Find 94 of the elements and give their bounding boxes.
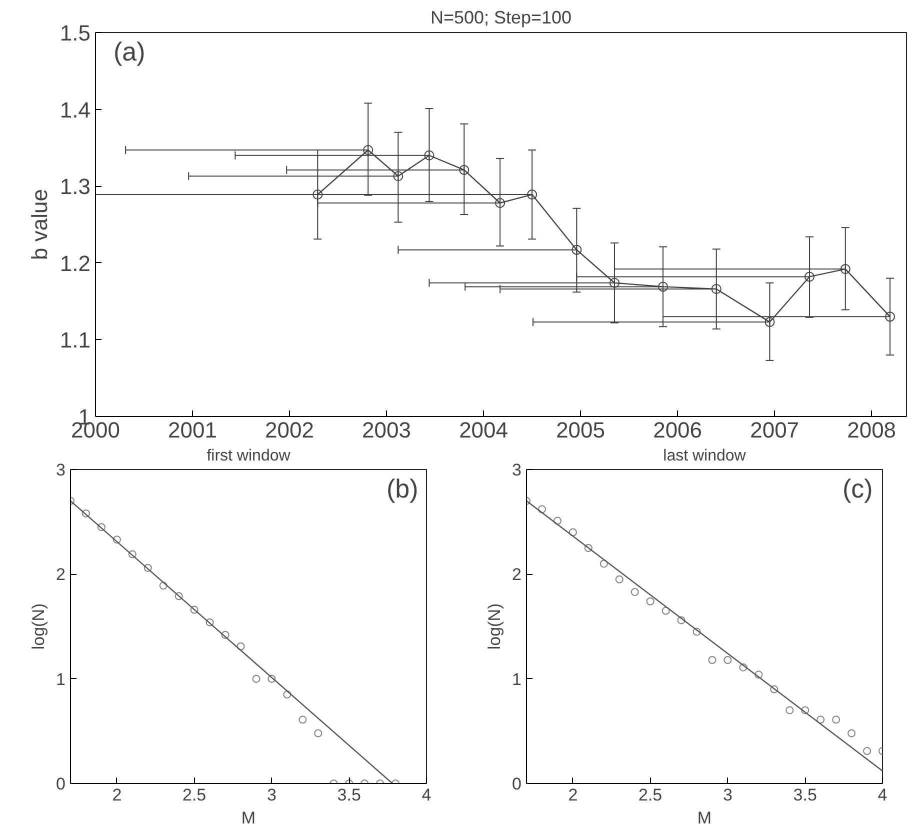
y-axis-title: log(N) [29,603,48,650]
point [658,282,668,292]
point [144,564,152,572]
point [112,536,121,544]
y-tick-label: 2 [512,565,522,584]
point [646,597,654,606]
point [252,674,260,683]
y-tick-label: 1 [56,670,66,689]
point [630,588,639,596]
point [692,628,701,636]
point [724,656,732,664]
point [804,272,814,282]
point [298,716,307,724]
point [863,747,872,756]
point [600,560,608,568]
point [97,523,106,532]
point [174,592,183,600]
x-tick-label: 2004 [459,418,508,442]
y-tick-label: 1.2 [60,250,91,276]
x-tick-label: 2 [568,786,578,804]
point [82,509,90,518]
point [615,575,624,584]
point [885,312,896,322]
x-axis-title: M [697,808,712,828]
point [128,550,136,558]
point [314,729,322,738]
point [764,317,775,328]
y-tick-label: 1.1 [60,328,91,353]
point [206,618,214,626]
y-tick-label: 2 [56,565,66,584]
point [610,278,620,288]
point [527,190,538,200]
y-tick-label: 1.5 [60,20,91,46]
x-tick-label: 2005 [556,418,606,442]
point [848,729,856,738]
annotation: (b) [386,474,418,504]
point [801,706,810,714]
point [268,674,276,683]
x-tick-label: 2.5 [638,786,662,804]
x-tick-label: 2.5 [182,786,206,804]
point [584,544,592,552]
x-tick-label: 2008 [847,418,896,442]
x-tick-label: 2 [112,786,122,804]
x-tick-label: 4 [878,786,888,804]
point [754,670,763,679]
x-tick-label: 2003 [362,418,412,442]
point [424,150,434,160]
x-axis-title: M [241,808,256,828]
y-tick-label: 1.4 [60,97,91,122]
x-tick-label: 2007 [750,418,800,442]
point [662,606,670,615]
point [495,198,506,208]
y-axis-title: b value [26,189,52,260]
point [739,663,748,672]
point [283,690,292,699]
point [572,244,582,255]
point [393,171,404,182]
x-tick-label: 4 [422,786,432,804]
point [363,145,374,155]
point [568,528,577,536]
point [190,606,198,614]
point [711,284,722,294]
point [832,716,840,724]
point [553,516,562,525]
chart-title: last window [663,448,746,464]
x-tick-label: 2002 [265,418,314,442]
point [221,630,230,639]
chart-title: N=500; Step=100 [430,8,572,28]
x-tick-label: 3 [722,786,732,804]
y-tick-label: 3 [56,460,66,480]
point [708,656,716,664]
chart-title: first window [206,448,291,464]
y-tick-label: 1.3 [60,174,91,200]
point [236,642,245,650]
y-tick-label: 3 [512,460,522,480]
y-tick-label: 0 [512,774,522,794]
x-tick-label: 3.5 [793,786,817,804]
annotation: (c) [842,474,873,504]
annotation: (a) [114,36,146,66]
point [786,706,794,714]
point [159,582,168,590]
x-tick-label: 3.5 [337,786,361,804]
point [816,716,825,724]
point [459,164,470,175]
point [840,264,850,274]
x-tick-label: 3 [266,786,276,804]
point [770,685,778,694]
x-tick-label: 2001 [168,418,217,442]
point [538,505,546,514]
y-tick-label: 1 [512,670,522,689]
y-axis-title: log(N) [485,603,504,650]
point [677,616,686,624]
x-tick-label: 2006 [653,418,702,442]
y-tick-label: 0 [56,774,66,794]
